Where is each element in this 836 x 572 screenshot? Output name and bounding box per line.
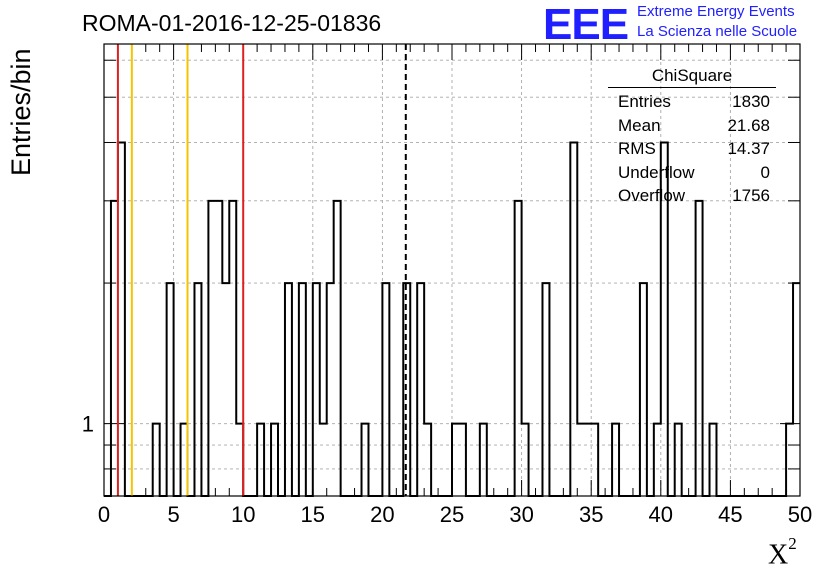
- plot-frame: [103, 43, 801, 497]
- histogram-bin: [522, 424, 529, 496]
- histogram-bin: [194, 283, 201, 496]
- histogram-bin: [362, 424, 369, 496]
- stats-row-underflow: Underflow 0: [612, 161, 776, 185]
- histogram-bin: [417, 283, 424, 496]
- x-tick-label: 20: [370, 502, 394, 527]
- histogram-bin: [229, 201, 236, 496]
- histogram-bin: [577, 424, 598, 496]
- stats-row-rms: RMS 14.37: [612, 137, 776, 161]
- y-axis-label: Entries/bin: [6, 48, 36, 176]
- stats-label: Entries: [618, 92, 671, 111]
- stats-row-mean: Mean 21.68: [612, 114, 776, 138]
- x-axis-label-superscript: 2: [788, 534, 797, 553]
- stats-value: 21.68: [727, 115, 770, 135]
- tick-labels: 0 5 10 15 20 25 30 35 40 45 50 1: [82, 412, 812, 527]
- x-tick-label: 50: [788, 502, 812, 527]
- histogram-bin: [654, 424, 661, 496]
- histogram-bin: [222, 283, 229, 496]
- x-tick-label: 45: [718, 502, 742, 527]
- x-tick-label: 30: [509, 502, 533, 527]
- histogram-bin: [167, 283, 174, 496]
- histogram-bin: [786, 424, 793, 496]
- histogram-bin: [181, 424, 188, 496]
- logo-line-1: Extreme Energy Events: [637, 3, 795, 20]
- histogram-bars: [104, 141, 800, 497]
- page-title: ROMA-01-2016-12-25-01836: [82, 10, 382, 36]
- histogram-bin: [313, 283, 320, 496]
- eee-logo: EEE: [543, 0, 629, 49]
- histogram-bin: [640, 283, 647, 496]
- x-tick-label: 35: [579, 502, 603, 527]
- x-tick-label: 40: [649, 502, 673, 527]
- histogram-bin: [542, 283, 549, 496]
- histogram-outline: [104, 141, 800, 497]
- histogram-bin: [675, 424, 682, 496]
- histogram-bin: [452, 424, 466, 496]
- histogram-bin: [424, 424, 431, 496]
- histogram-bin: [257, 424, 264, 496]
- stats-value: 0: [760, 162, 770, 182]
- x-axis-label: X2: [768, 534, 797, 571]
- stats-box-title: ChiSquare: [608, 66, 776, 88]
- histogram-bin: [285, 283, 292, 496]
- stats-value: 1830: [732, 92, 770, 111]
- histogram-bin: [382, 283, 389, 496]
- x-tick-label: 25: [440, 502, 464, 527]
- stats-label: Mean: [618, 115, 661, 135]
- stats-row-overflow: Overflow 1756: [612, 184, 776, 208]
- histogram-bin: [696, 201, 703, 496]
- histogram-bin: [208, 201, 222, 496]
- histogram-bin: [320, 424, 327, 496]
- stats-row-entries: Entries 1830: [612, 90, 776, 114]
- x-tick-label: 0: [98, 502, 110, 527]
- histogram-bin: [299, 283, 306, 496]
- histogram-bin: [515, 201, 522, 496]
- x-axis-label-text: X: [768, 539, 789, 571]
- reference-lines: [116, 44, 407, 496]
- histogram-bin: [480, 424, 487, 496]
- histogram-bin: [793, 283, 800, 496]
- histogram-bin: [271, 424, 278, 496]
- x-tick-label: 15: [301, 502, 325, 527]
- y-tick-label: 1: [82, 412, 94, 437]
- histogram-bin: [111, 201, 118, 496]
- stats-label: Underflow: [618, 162, 695, 182]
- histogram-bin: [153, 424, 160, 496]
- histogram-bin: [327, 283, 334, 496]
- stats-box: ChiSquare Entries 1830 Mean 21.68 RMS 14…: [608, 66, 776, 208]
- x-tick-label: 10: [231, 502, 255, 527]
- x-tick-label: 5: [167, 502, 179, 527]
- stats-label: Overflow: [618, 186, 686, 205]
- stats-value: 1756: [732, 186, 770, 205]
- histogram-bin: [570, 142, 577, 496]
- histogram-bin: [236, 424, 243, 496]
- stats-value: 14.37: [727, 139, 770, 158]
- stats-label: RMS: [618, 139, 656, 158]
- histogram-bin: [118, 142, 125, 496]
- histogram-bin: [710, 424, 717, 496]
- histogram-bin: [612, 424, 619, 496]
- histogram-bin: [334, 201, 341, 496]
- logo-line-2: La Scienza nelle Scuole: [637, 23, 798, 40]
